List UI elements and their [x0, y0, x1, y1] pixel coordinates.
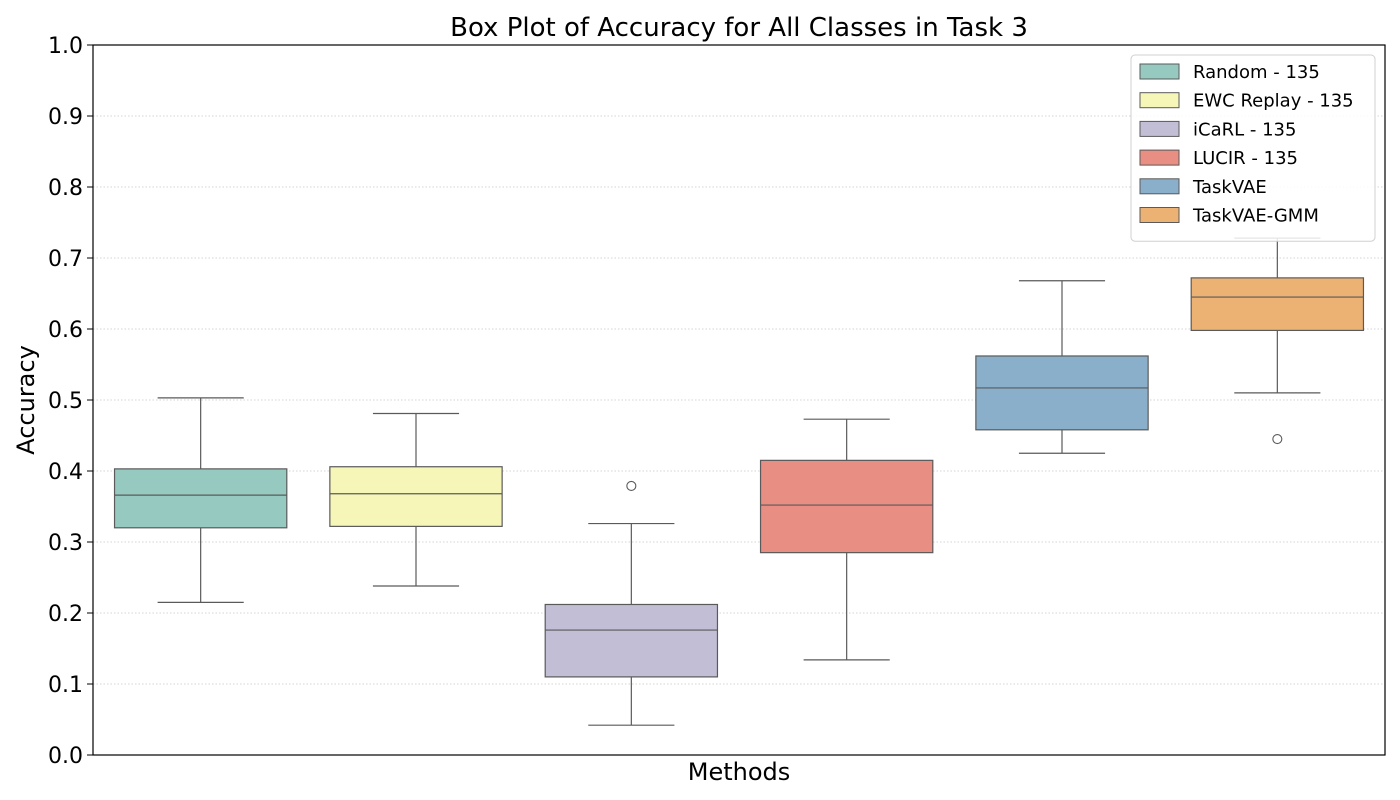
legend-label: EWC Replay - 135 — [1193, 91, 1354, 112]
box-body — [759, 459, 934, 554]
box-group-2 — [329, 412, 503, 587]
legend-swatch — [1139, 63, 1180, 80]
legend-swatch — [1139, 120, 1180, 137]
outlier-point — [1272, 433, 1283, 445]
outlier-point — [626, 480, 637, 491]
box-group-3 — [544, 480, 719, 726]
legend-swatch — [1139, 149, 1180, 166]
y-tick-label: 0.3 — [48, 531, 83, 556]
chart-title: Box Plot of Accuracy for All Classes in … — [450, 13, 1028, 43]
box-group-6 — [1190, 237, 1365, 445]
legend-swatch — [1139, 178, 1180, 195]
legend-label: iCaRL - 135 — [1193, 119, 1296, 140]
box-group-1 — [113, 397, 288, 603]
box-group-4 — [759, 418, 934, 661]
y-tick-label: 0.5 — [48, 389, 83, 414]
y-tick-label: 0.7 — [48, 247, 83, 272]
box-body — [1190, 277, 1365, 332]
box-series — [113, 237, 1365, 726]
y-axis-ticks: 0.0 0.1 0.2 0.3 0.4 0.5 0.6 0.7 0.8 0.9 1.0 — [48, 34, 93, 769]
y-tick-label: 0.1 — [48, 673, 83, 698]
box-body — [113, 468, 288, 529]
legend-swatch — [1139, 207, 1180, 223]
y-axis-label: Accuracy — [12, 345, 40, 455]
y-tick-label: 1.0 — [48, 34, 83, 59]
box-body — [329, 466, 503, 527]
legend: Random - 135 EWC Replay - 135 iCaRL - 135 L… — [1130, 54, 1376, 242]
y-tick-label: 0.6 — [48, 318, 83, 343]
y-tick-label: 0.0 — [48, 744, 83, 769]
legend-label: TaskVAE — [1192, 177, 1267, 198]
legend-box — [1130, 54, 1376, 242]
legend-swatch — [1139, 92, 1180, 109]
box-body — [975, 355, 1149, 431]
legend-label: LUCIR - 135 — [1193, 148, 1298, 169]
legend-label: Random - 135 — [1193, 62, 1320, 83]
y-tick-label: 0.9 — [48, 105, 83, 130]
box-group-5 — [975, 280, 1149, 454]
x-axis-label: Methods — [688, 758, 791, 786]
y-tick-label: 0.2 — [48, 602, 83, 627]
legend-label: TaskVAE-GMM — [1192, 206, 1319, 227]
box-body — [544, 603, 719, 678]
y-tick-label: 0.8 — [48, 176, 83, 201]
y-tick-label: 0.4 — [48, 460, 83, 485]
